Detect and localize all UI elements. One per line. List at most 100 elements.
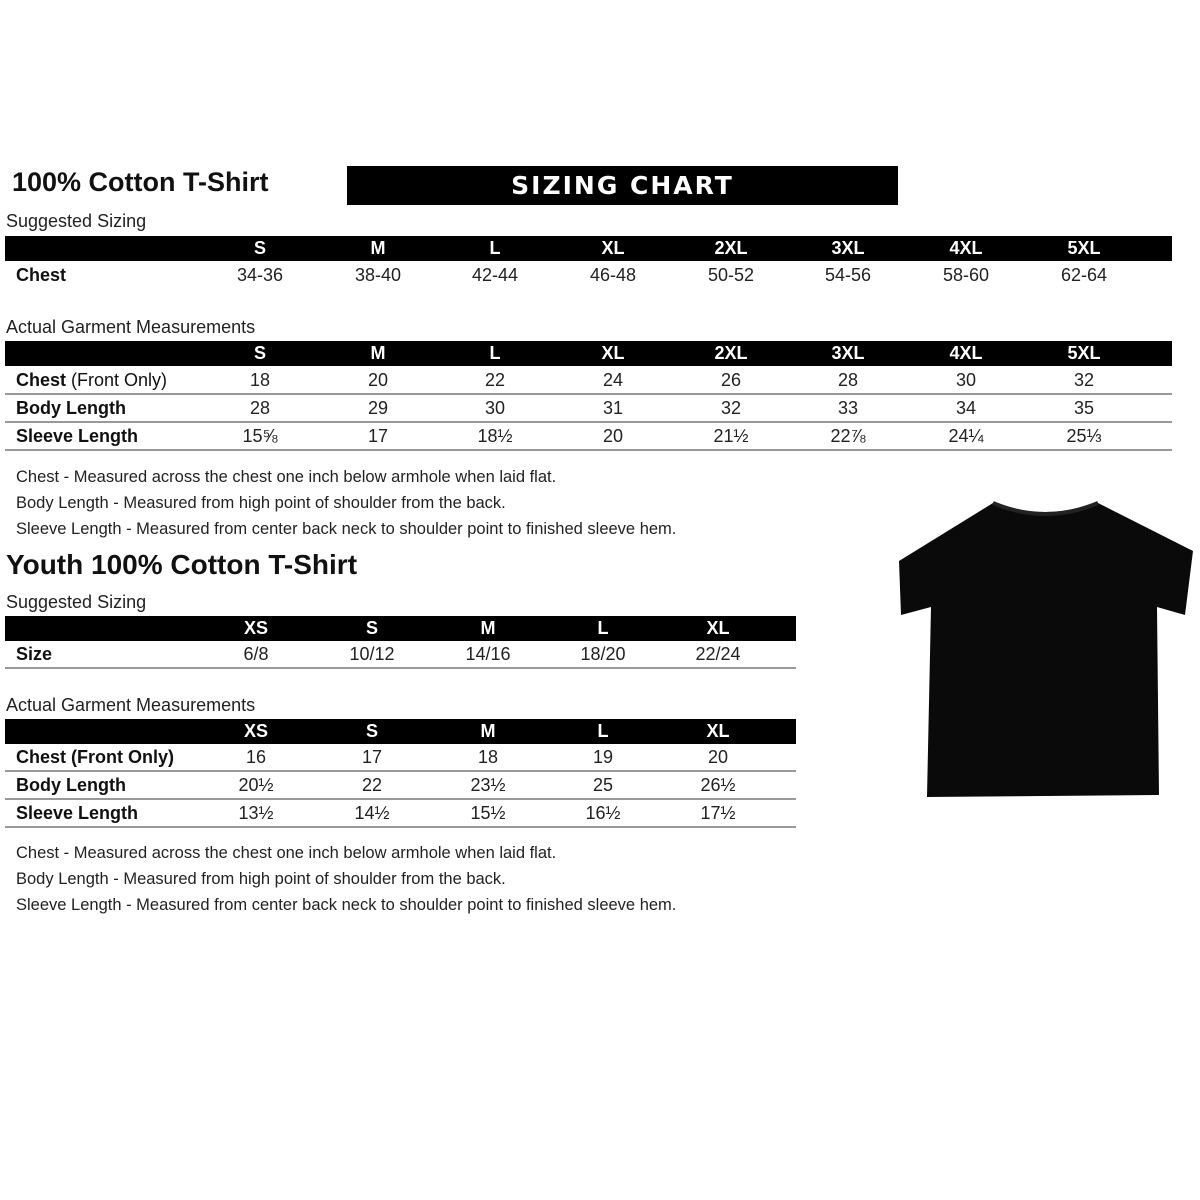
table-cell: 22 [361,775,383,795]
size-header-2xl: 2XL [714,238,748,258]
table-cell: 34-36 [236,265,284,285]
table-cell: 17 [361,747,383,767]
table-cell: 26½ [700,775,736,795]
table-cell: 42-44 [471,265,519,285]
table-cell: 58-60 [942,265,990,285]
youth-actual-row-label: Sleeve Length [16,803,138,824]
table-cell: 25 [592,775,614,795]
table-cell: 31 [602,398,624,418]
table-cell: 26 [720,370,742,390]
adult-actual-header-bar: S M L XL 2XL 3XL 4XL 5XL [5,341,1172,366]
size-header-xl: XL [706,721,730,741]
table-cell: 20 [602,426,624,446]
row-label-text: Sleeve Length [16,803,139,823]
table-cell: 35 [1073,398,1095,418]
table-cell: 54-56 [824,265,872,285]
table-cell: 22⅞ [830,426,866,446]
table-cell: 18 [477,747,499,767]
youth-actual-row-label: Chest (Front Only) [16,747,174,768]
size-header-l: L [489,343,501,363]
measurement-note: Body Length - Measured from high point o… [16,494,506,512]
table-cell: 29 [367,398,389,418]
youth-actual-row-label: Body Length [16,775,126,796]
table-cell: 32 [1073,370,1095,390]
table-cell: 14½ [354,803,390,823]
table-cell: 10/12 [349,644,395,664]
table-cell: 13½ [238,803,274,823]
table-cell: 30 [955,370,977,390]
size-header-s: S [253,238,267,258]
table-cell: 46-48 [589,265,637,285]
measurement-note: Body Length - Measured from high point o… [16,870,506,888]
row-divider [5,798,796,800]
size-header-s: S [253,343,267,363]
adult-actual-row-label: Chest (Front Only) [16,370,167,391]
table-cell: 24 [602,370,624,390]
youth-suggested-header-bar: XS S M L XL [5,616,796,641]
measurement-note: Sleeve Length - Measured from center bac… [16,520,677,538]
table-cell: 50-52 [707,265,755,285]
size-header-3xl: 3XL [831,238,865,258]
size-header-3xl: 3XL [831,343,865,363]
table-cell: 20 [367,370,389,390]
table-cell: 19 [592,747,614,767]
table-cell: 28 [249,398,271,418]
adult-actual-row-label: Body Length [16,398,126,419]
size-header-l: L [597,721,609,741]
table-cell: 17 [367,426,389,446]
youth-suggested-label: Suggested Sizing [6,592,147,612]
size-header-m: M [370,238,386,258]
table-cell: 20 [707,747,729,767]
table-cell: 17½ [700,803,736,823]
adult-actual-row-label: Sleeve Length [16,426,138,447]
row-divider [5,770,796,772]
table-cell: 33 [837,398,859,418]
size-header-m: M [480,618,496,638]
youth-actual-label: Actual Garment Measurements [6,695,256,715]
size-header-5xl: 5XL [1067,238,1101,258]
row-label-text: Body Length [16,775,126,795]
size-header-xl: XL [601,343,625,363]
table-cell: 25⅓ [1066,426,1102,446]
measurement-note: Sleeve Length - Measured from center bac… [16,896,677,914]
table-cell: 16½ [585,803,621,823]
table-cell: 6/8 [243,644,269,664]
youth-actual-header-bar: XS S M L XL [5,719,796,744]
row-label-text: Body Length [16,398,126,418]
size-header-xs: XS [243,721,269,741]
tshirt-icon [899,501,1193,797]
table-cell: 18/20 [580,644,626,664]
size-header-l: L [489,238,501,258]
row-divider [5,667,796,669]
table-cell: 16 [245,747,267,767]
table-cell: 21½ [713,426,749,446]
table-cell: 18 [249,370,271,390]
size-header-l: L [597,618,609,638]
table-cell: 24¼ [948,426,984,446]
sizing-chart-banner: SIZING CHART [347,166,898,205]
size-header-xs: XS [243,618,269,638]
row-divider [5,449,1172,451]
adult-suggested-row-label: Chest [16,265,66,286]
table-cell: 34 [955,398,977,418]
table-cell: 62-64 [1060,265,1108,285]
size-header-s: S [365,721,379,741]
adult-suggested-header-bar: S M L XL 2XL 3XL 4XL 5XL [5,236,1172,261]
size-header-s: S [365,618,379,638]
row-label-text: Size [16,644,53,664]
youth-title: Youth 100% Cotton T-Shirt [6,549,358,580]
row-label-text: Chest [16,370,67,390]
table-cell: 23½ [470,775,506,795]
table-cell: 15⅝ [242,426,278,446]
row-label-suffix: (Front Only) [66,370,168,390]
size-header-xl: XL [706,618,730,638]
row-label-text: Chest [16,265,67,285]
measurement-note: Chest - Measured across the chest one in… [16,468,557,486]
row-label-text: Chest (Front Only) [16,747,174,767]
row-divider [5,826,796,828]
table-cell: 15½ [470,803,506,823]
table-cell: 38-40 [354,265,402,285]
size-header-4xl: 4XL [949,238,983,258]
measurement-note: Chest - Measured across the chest one in… [16,844,557,862]
